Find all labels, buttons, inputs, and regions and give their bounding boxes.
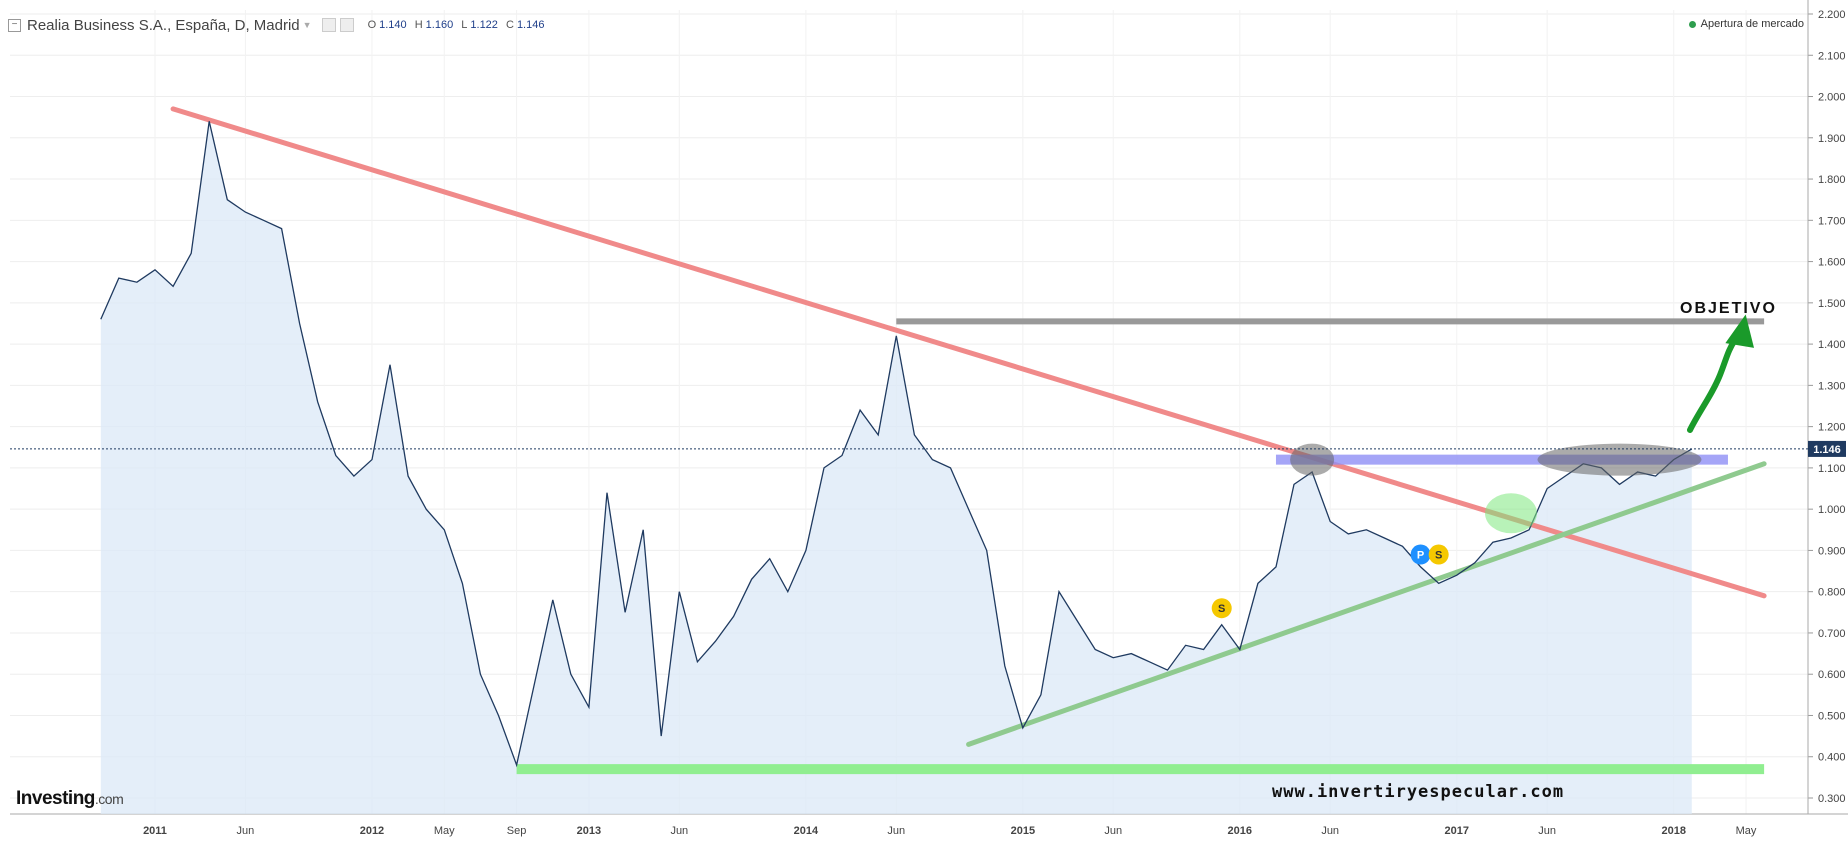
y-tick-label: 2.200	[1818, 9, 1846, 21]
highlight-ellipse	[1537, 443, 1702, 476]
x-tick-label: 2013	[577, 825, 601, 837]
y-tick-label: 1.000	[1818, 504, 1846, 516]
market-status: Apertura de mercado	[1688, 18, 1804, 30]
y-tick-label: 0.500	[1818, 710, 1846, 722]
event-marker-label: S	[1435, 550, 1442, 562]
close-icon[interactable]	[339, 18, 354, 32]
resistance-band	[1275, 454, 1728, 465]
logo-suffix: .com	[94, 791, 124, 807]
status-dot-icon	[1688, 20, 1696, 28]
ohlc-high-label: H	[414, 19, 423, 31]
y-tick-label: 1.600	[1818, 257, 1846, 269]
y-tick-label: 1.200	[1818, 422, 1846, 434]
y-tick-label: 0.600	[1818, 669, 1846, 681]
y-tick-label: 1.500	[1818, 298, 1846, 310]
instrument-title[interactable]: Realia Business S.A., España, D, Madrid	[27, 16, 300, 34]
x-tick-label: 2017	[1445, 825, 1469, 837]
y-tick-label: 2.000	[1818, 92, 1846, 104]
event-marker	[1211, 598, 1232, 619]
investing-logo: Investing.com	[16, 788, 124, 810]
x-tick-label: May	[1736, 825, 1757, 837]
x-tick-label: 2015	[1011, 825, 1035, 837]
y-tick-label: 1.300	[1818, 380, 1846, 392]
event-marker-label: S	[1218, 603, 1225, 615]
ohlc-readout: O 1.140 H 1.160 L 1.122 C 1.146	[368, 19, 550, 31]
x-tick-label: 2012	[360, 825, 384, 837]
y-tick-label: 1.900	[1818, 133, 1846, 145]
ohlc-open-label: O	[367, 19, 377, 31]
x-tick-label: 2014	[794, 825, 819, 837]
ohlc-low-label: L	[461, 19, 468, 31]
site-watermark: www.invertiryespecular.com	[1272, 782, 1565, 802]
y-tick-label: 0.700	[1818, 628, 1846, 640]
y-tick-label: 0.800	[1818, 587, 1846, 599]
chevron-down-icon[interactable]: ▼	[302, 20, 312, 30]
target-arrow	[1687, 329, 1745, 433]
price-area	[100, 121, 1692, 815]
y-tick-label: 1.400	[1818, 339, 1846, 351]
x-tick-label: Jun	[887, 825, 905, 837]
x-tick-label: 2016	[1228, 825, 1252, 837]
y-tick-label: 0.900	[1818, 545, 1846, 557]
objective-label: OBJETIVO	[1680, 300, 1777, 317]
price-line	[100, 121, 1693, 768]
current-price-label: 1.146	[1813, 444, 1841, 456]
y-tick-label: 2.100	[1818, 50, 1846, 62]
current-price-tag	[1808, 440, 1846, 457]
ohlc-high-value: 1.160	[425, 19, 454, 31]
ohlc-open-value: 1.140	[379, 19, 407, 31]
y-tick-label: 1.700	[1818, 215, 1846, 227]
x-tick-label: 2018	[1661, 825, 1685, 837]
x-tick-label: Jun	[670, 825, 688, 837]
market-status-label: Apertura de mercado	[1700, 18, 1804, 30]
x-tick-label: May	[434, 825, 455, 837]
uptrend-trendline	[966, 461, 1767, 747]
y-tick-label: 0.400	[1818, 752, 1846, 764]
logo-name: Investing	[16, 788, 95, 809]
ohlc-close-value: 1.146	[516, 19, 545, 31]
x-tick-label: Jun	[237, 825, 255, 837]
event-marker	[1410, 544, 1431, 565]
highlight-ellipse	[1485, 493, 1537, 534]
event-marker	[1428, 544, 1449, 565]
x-tick-label: 2011	[143, 825, 167, 837]
y-tick-label: 1.100	[1818, 463, 1846, 475]
x-tick-label: Jun	[1104, 825, 1122, 837]
x-tick-label: Jun	[1321, 825, 1339, 837]
settings-icon[interactable]	[321, 18, 336, 32]
event-marker-label: P	[1417, 550, 1424, 562]
x-tick-label: Sep	[507, 825, 527, 837]
ohlc-close-label: C	[505, 19, 514, 31]
ohlc-low-value: 1.122	[470, 19, 498, 31]
chart-header: − Realia Business S.A., España, D, Madri…	[8, 14, 549, 36]
y-tick-label: 1.800	[1818, 174, 1846, 186]
highlight-ellipse	[1290, 443, 1335, 476]
x-tick-label: Jun	[1538, 825, 1556, 837]
collapse-icon[interactable]: −	[8, 18, 21, 32]
target-arrowhead	[1725, 314, 1755, 348]
y-tick-label: 0.300	[1818, 793, 1846, 805]
